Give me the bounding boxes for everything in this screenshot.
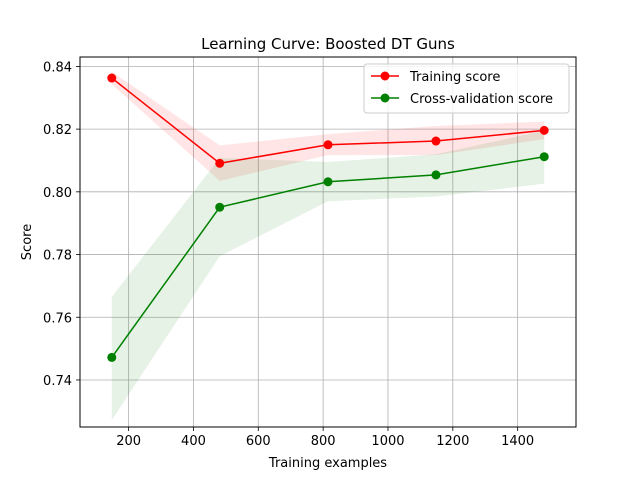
x-tick-label: 400 [181, 434, 206, 449]
point-series-0 [431, 136, 441, 146]
legend-marker-training [380, 71, 390, 81]
y-tick-label: 0.80 [43, 186, 72, 201]
y-axis-label: Score [20, 224, 35, 260]
point-series-0 [107, 73, 117, 83]
legend-box [363, 63, 570, 114]
x-tick-label: 1400 [501, 434, 534, 449]
legend-label-cv: Cross-validation score [410, 92, 553, 107]
point-series-1 [107, 352, 117, 362]
y-axis-ticks: 0.74 0.76 0.78 0.80 0.82 0.84 [43, 60, 80, 389]
legend: Training score Cross-validation score [363, 63, 570, 114]
point-series-1 [323, 177, 333, 187]
y-tick-label: 0.76 [43, 311, 72, 326]
chart-title: Learning Curve: Boosted DT Guns [201, 35, 455, 53]
point-series-0 [215, 158, 225, 168]
band-series-0 [111, 71, 545, 181]
point-series-0 [323, 140, 333, 150]
point-series-1 [215, 202, 225, 212]
point-series-1 [539, 152, 549, 162]
band-series-1 [111, 130, 545, 421]
y-tick-label: 0.84 [43, 60, 72, 75]
point-series-0 [539, 125, 549, 135]
x-axis-ticks: 200 400 600 800 1000 1200 1400 [116, 427, 534, 449]
plot-frame [79, 56, 577, 428]
data-points [107, 73, 549, 362]
x-tick-label: 200 [116, 434, 141, 449]
x-tick-label: 1200 [436, 434, 469, 449]
x-axis-label: Training examples [268, 456, 387, 471]
point-series-1 [431, 170, 441, 180]
legend-marker-cv [380, 93, 390, 103]
legend-label-training: Training score [409, 70, 500, 85]
error-bands [111, 71, 545, 421]
y-tick-label: 0.74 [43, 374, 72, 389]
x-tick-label: 1000 [371, 434, 404, 449]
y-tick-label: 0.78 [43, 249, 72, 264]
y-tick-label: 0.82 [43, 123, 72, 138]
x-tick-label: 800 [311, 434, 336, 449]
x-tick-label: 600 [246, 434, 271, 449]
